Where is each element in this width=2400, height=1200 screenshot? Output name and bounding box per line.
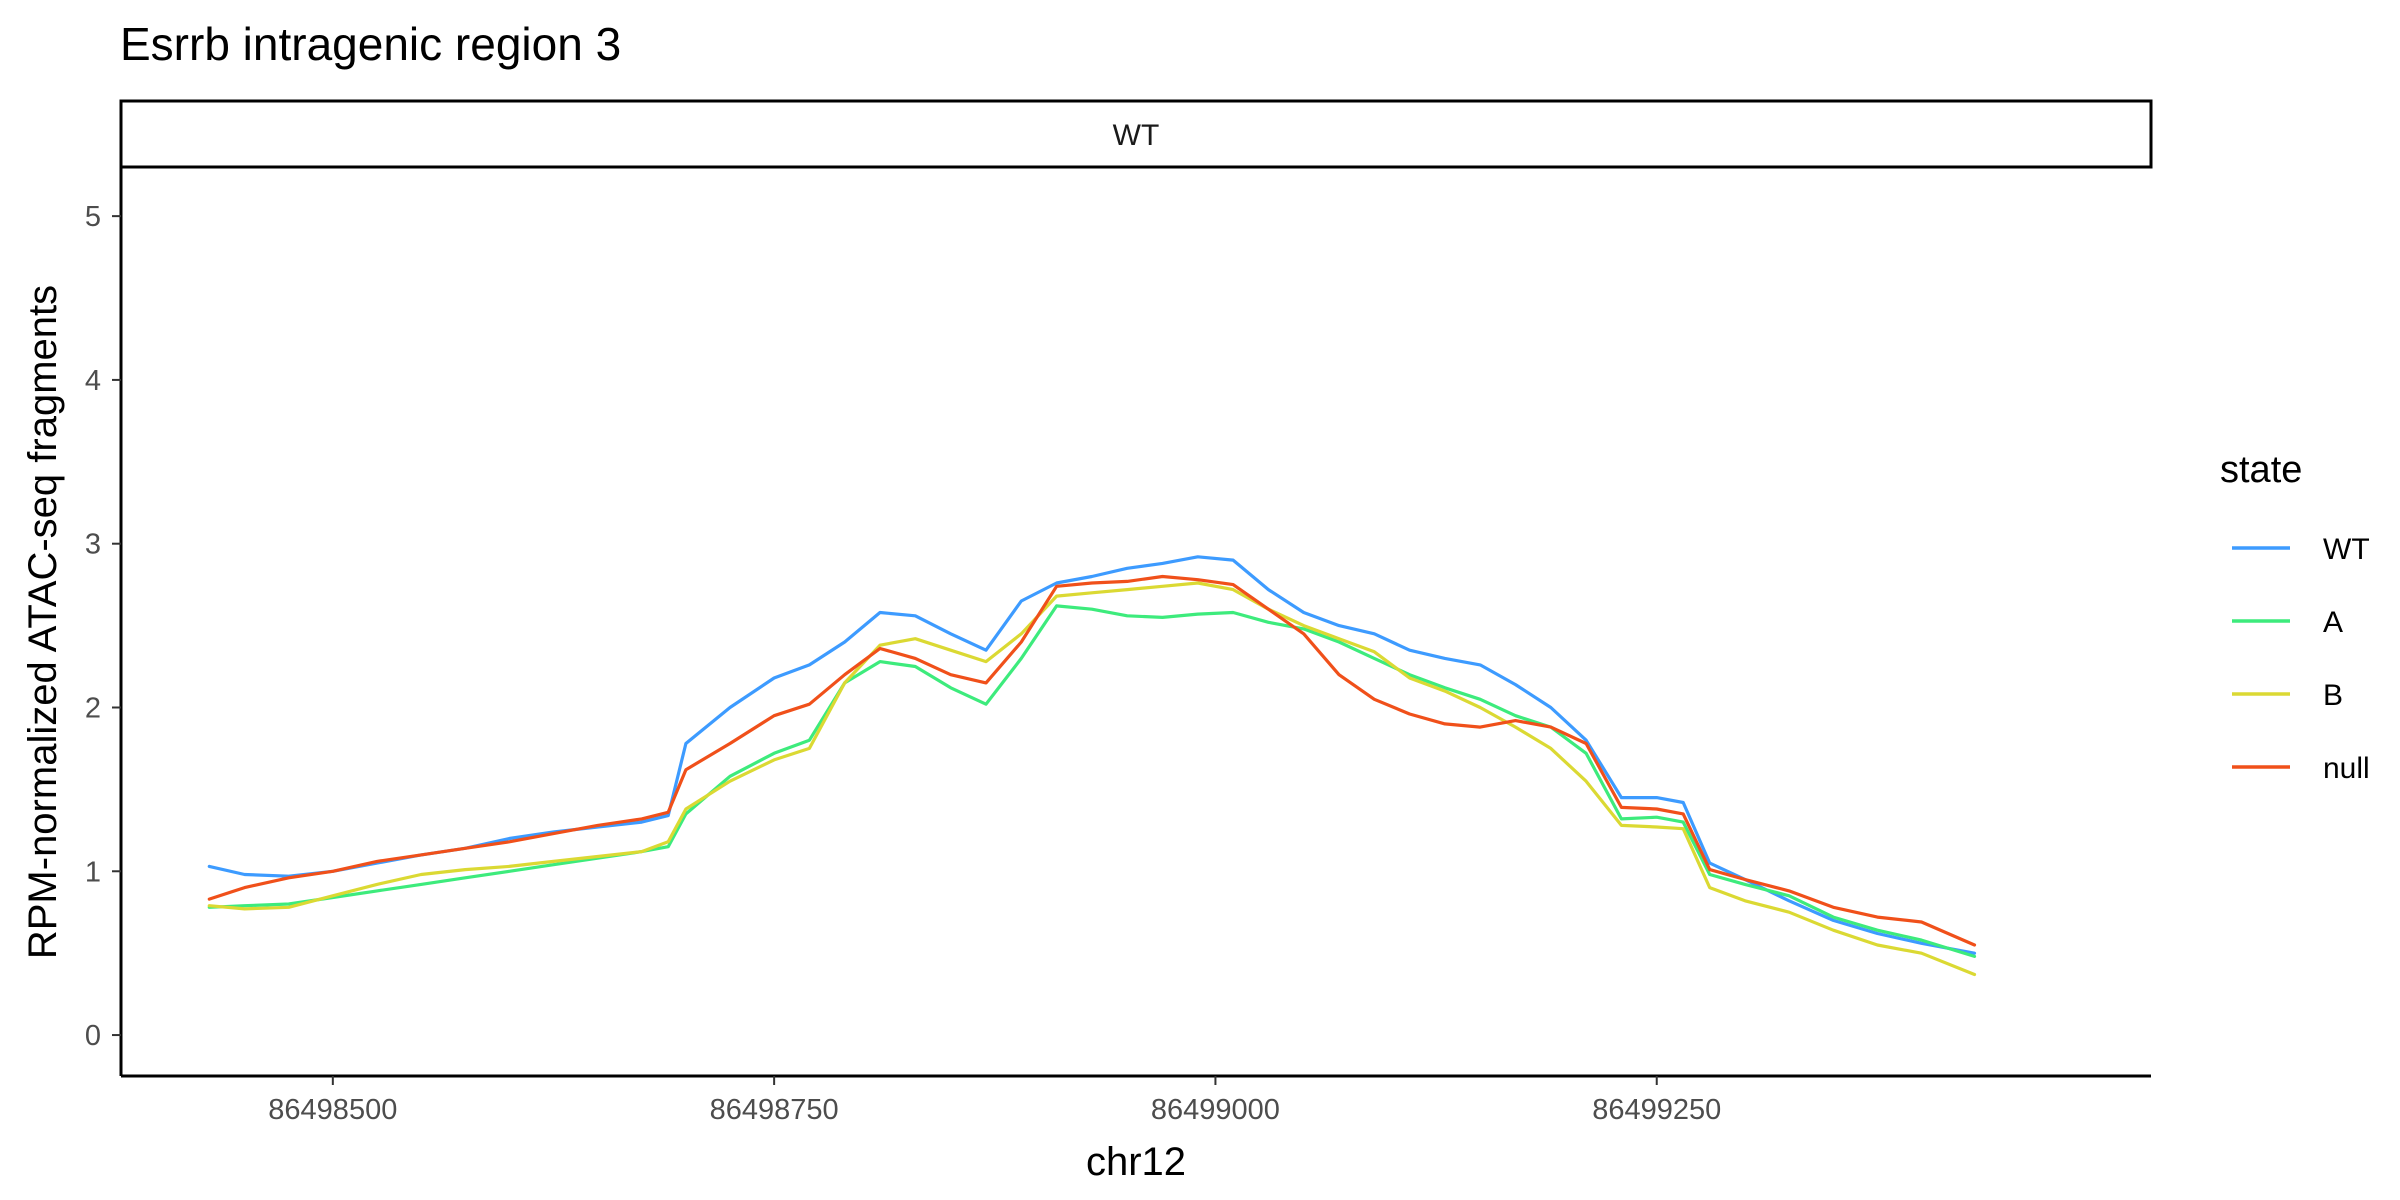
plot-area: 0 1 2 3 4 5 86498500 86498750 86499000 86499250 [85, 167, 2151, 1126]
facet-strip [119, 99, 2153, 169]
y-axis-title: RPM-normalized ATAC-seq fragments [21, 285, 65, 959]
x-axis-title: chr12 [1086, 1140, 1186, 1184]
x-tick-label: 86499250 [1592, 1094, 1721, 1126]
y-tick-label: 5 [85, 201, 101, 233]
series-line-WT [207, 555, 1977, 955]
series-line-B [207, 581, 1977, 977]
facet-label: WT [1113, 119, 1160, 152]
chart-title: Esrrb intragenic region 3 [120, 18, 621, 70]
x-tick-label: 86498750 [710, 1094, 839, 1126]
y-tick-label: 1 [85, 856, 101, 888]
x-tick-label: 86499000 [1151, 1094, 1280, 1126]
series-layer [207, 555, 1977, 977]
series-line-A [207, 604, 1977, 959]
series-line-null [207, 574, 1977, 947]
y-tick-label: 4 [85, 365, 101, 397]
y-tick-label: 0 [85, 1020, 101, 1052]
y-axis-ticks: 0 1 2 3 4 5 [85, 201, 121, 1052]
x-tick-label: 86498500 [268, 1094, 397, 1126]
y-tick-label: 3 [85, 529, 101, 561]
y-tick-label: 2 [85, 692, 101, 724]
legend-title: state [2220, 449, 2302, 491]
x-axis-ticks: 86498500 86498750 86499000 86499250 [268, 1076, 1721, 1126]
legend-label-B: B [2323, 679, 2343, 712]
legend-label-A: A [2323, 606, 2343, 639]
legend-label-WT: WT [2323, 533, 2370, 566]
legend-label-null: null [2323, 752, 2370, 785]
